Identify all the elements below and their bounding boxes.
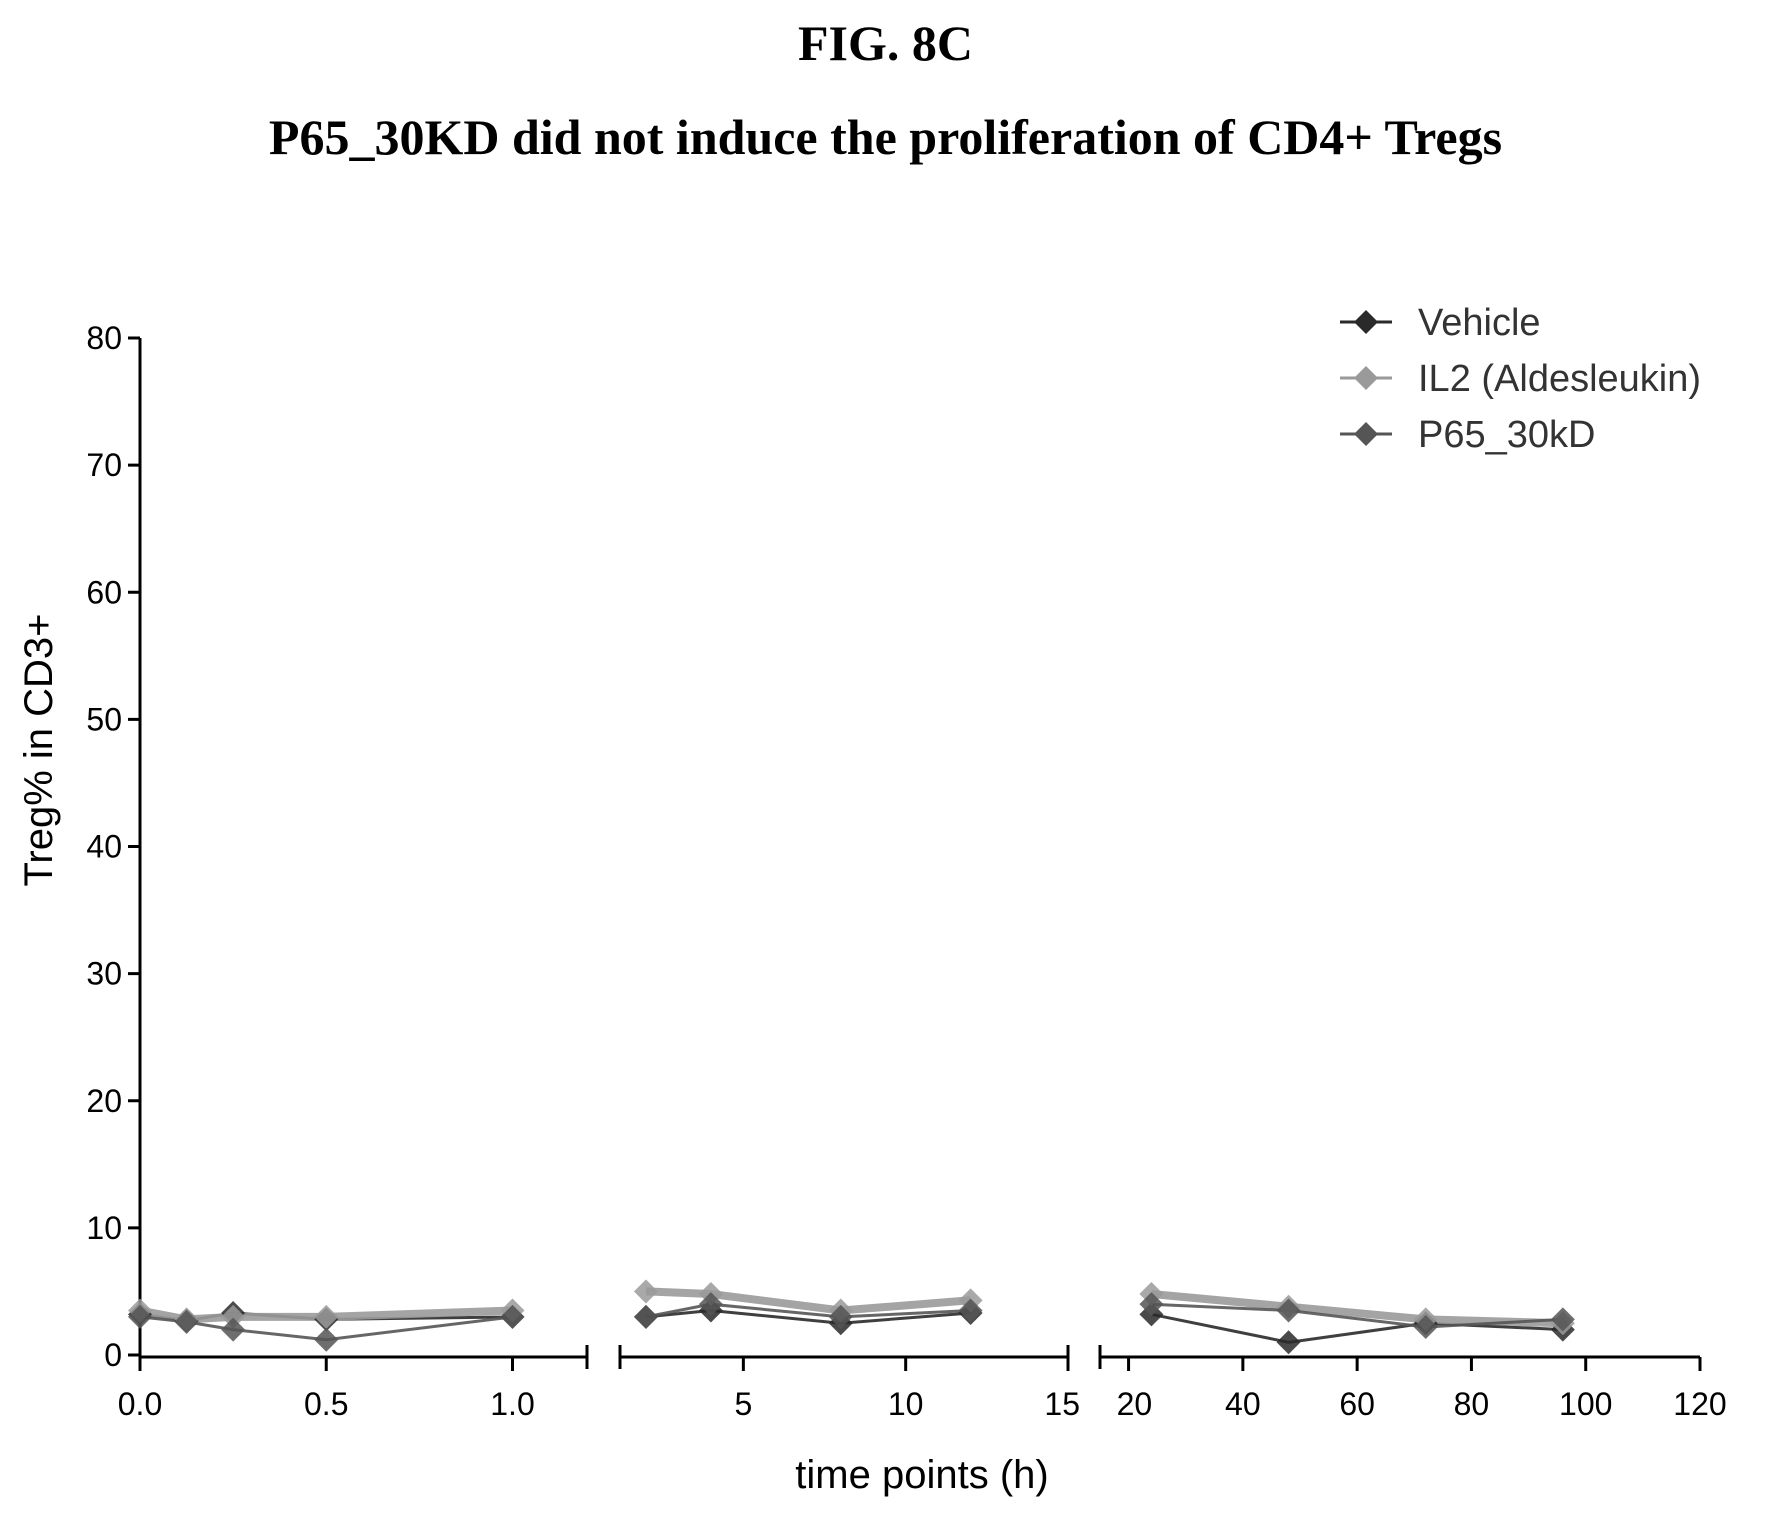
y-tick-label: 10 <box>86 1210 122 1246</box>
legend-label: P65_30kD <box>1418 414 1595 456</box>
data-point <box>174 1309 199 1334</box>
series-line <box>1151 1312 1563 1344</box>
y-tick-label: 70 <box>86 447 122 483</box>
data-point <box>128 1304 152 1329</box>
x-tick-label: 100 <box>1559 1386 1612 1422</box>
data-point <box>1550 1307 1575 1332</box>
y-tick-label: 20 <box>86 1083 122 1119</box>
series-line <box>1151 1290 1564 1328</box>
y-tick-label: 0 <box>104 1337 122 1373</box>
x-axis-title: time points (h) <box>795 1453 1048 1497</box>
x-tick-label: 1.0 <box>490 1386 534 1422</box>
data-point <box>1139 1292 1164 1317</box>
x-tick-label: 5 <box>734 1386 752 1422</box>
data-point <box>1276 1330 1301 1355</box>
y-tick-label: 50 <box>86 701 122 737</box>
x-tick-label: 10 <box>888 1386 924 1422</box>
series-line <box>645 1302 971 1319</box>
data-point <box>633 1304 658 1329</box>
data-point <box>958 1298 983 1323</box>
legend-swatch-marker <box>1354 310 1378 334</box>
y-tick-label: 80 <box>86 320 122 356</box>
data-point <box>1276 1298 1301 1323</box>
series-line <box>645 1287 971 1315</box>
y-tick-label: 40 <box>86 829 122 865</box>
data-point <box>828 1304 853 1329</box>
legend-swatch-marker <box>1354 366 1378 390</box>
chart-axes: 0 10 20 30 40 50 60 70 80 0.0 0.5 1.0 5 10 15 20 40 60 80 1… <box>86 320 1726 1422</box>
y-axis-title: Treg% in CD3+ <box>17 613 61 886</box>
x-tick-label: 40 <box>1225 1386 1261 1422</box>
data-point <box>314 1327 339 1352</box>
x-tick-label: 120 <box>1673 1386 1726 1422</box>
chart-legend: Vehicle IL2 (Aldesleukin) P65_30kD <box>1340 302 1701 456</box>
legend-swatch-marker <box>1354 422 1378 446</box>
data-point <box>221 1317 246 1342</box>
figure-label: FIG. 8C <box>798 15 973 71</box>
x-tick-label: 20 <box>1117 1386 1153 1422</box>
legend-label: IL2 (Aldesleukin) <box>1418 358 1701 400</box>
data-point <box>633 1279 658 1304</box>
data-point <box>314 1304 339 1329</box>
series-markers <box>128 1279 1575 1355</box>
series-line <box>645 1308 971 1325</box>
data-point <box>500 1304 525 1329</box>
x-tick-label: 60 <box>1339 1386 1375 1422</box>
x-tick-label: 0.5 <box>304 1386 348 1422</box>
x-tick-label: 0.0 <box>118 1386 162 1422</box>
y-tick-label: 60 <box>86 574 122 610</box>
x-tick-label: 80 <box>1454 1386 1490 1422</box>
data-point <box>221 1304 246 1329</box>
figure-title: P65_30KD did not induce the proliferatio… <box>268 109 1503 165</box>
series-lines <box>139 1287 1564 1344</box>
series-line <box>1151 1302 1563 1329</box>
data-point <box>1413 1315 1438 1340</box>
data-point <box>698 1292 723 1317</box>
x-tick-label: 15 <box>1044 1386 1080 1422</box>
y-tick-label: 30 <box>86 956 122 992</box>
legend-label: Vehicle <box>1418 302 1541 344</box>
